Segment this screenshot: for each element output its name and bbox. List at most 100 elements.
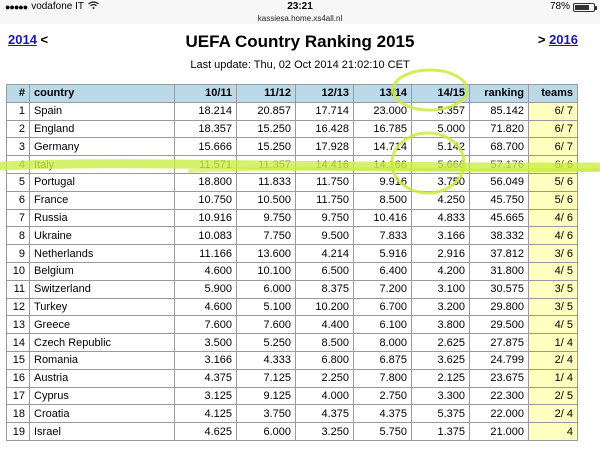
season-1112-cell: 9.125 — [236, 386, 296, 406]
rank-cell: 12 — [6, 297, 30, 317]
season-1314-cell: 14.714 — [353, 137, 412, 157]
season-1415-cell: 5.000 — [411, 119, 470, 139]
next-arrow: > — [537, 32, 546, 47]
season-1415-cell: 4.833 — [411, 208, 470, 228]
season-1011-cell: 3.166 — [174, 350, 237, 370]
next-year-nav: > 2016 — [538, 32, 578, 47]
season-1314-cell: 6.400 — [353, 261, 412, 281]
season-1011-cell: 11.166 — [174, 244, 237, 263]
country-cell: Croatia — [29, 404, 175, 424]
season-1112-cell: 3.750 — [236, 404, 296, 424]
season-1112-cell: 15.250 — [236, 119, 296, 139]
page-header: 2014 < UEFA Country Ranking 2015 > 2016 … — [0, 24, 600, 74]
teams-cell: 4/ 6 — [528, 226, 578, 246]
season-1415-cell: 5.666 — [411, 155, 470, 174]
season-1415-cell: 4.200 — [411, 261, 470, 281]
country-cell: France — [29, 190, 175, 210]
url-bar[interactable]: kassiesa.home.xs4all.nl — [0, 14, 600, 24]
teams-cell: 3/ 6 — [528, 244, 578, 263]
teams-cell: 4/ 5 — [528, 261, 578, 281]
teams-cell: 5/ 6 — [528, 172, 578, 192]
country-cell: Austria — [29, 368, 175, 388]
ranking-table: # country 10/11 11/12 12/13 13/14 14/15 ranking… — [6, 84, 578, 441]
season-1112-cell: 7.125 — [236, 368, 296, 388]
status-right: 78% — [549, 0, 597, 14]
season-1011-cell: 4.625 — [174, 422, 237, 441]
ranking-cell: 45.665 — [469, 208, 529, 228]
teams-cell: 2/ 4 — [528, 350, 578, 370]
rank-cell: 15 — [6, 350, 30, 370]
prev-year-link[interactable]: 2014 — [8, 32, 37, 47]
season-1314-cell: 6.700 — [353, 297, 412, 317]
season-1011-cell: 10.750 — [174, 190, 237, 210]
season-1112-cell: 5.100 — [236, 297, 296, 317]
season-1415-cell: 1.375 — [411, 422, 470, 441]
header-season-col: 10/11 — [174, 84, 237, 103]
season-1213-cell: 14.416 — [295, 155, 354, 174]
season-1314-cell: 7.833 — [353, 226, 412, 246]
season-1112-cell: 6.000 — [236, 279, 296, 299]
country-cell: Greece — [29, 315, 175, 335]
ranking-cell: 45.750 — [469, 190, 529, 210]
ranking-cell: 71.820 — [469, 119, 529, 139]
rank-cell: 6 — [6, 190, 30, 210]
teams-cell: 2/ 4 — [528, 404, 578, 424]
header-rank: # — [6, 84, 30, 103]
ranking-cell: 68.700 — [469, 137, 529, 157]
season-1415-cell: 3.200 — [411, 297, 470, 317]
season-1011-cell: 18.800 — [174, 172, 237, 192]
ranking-cell: 23.675 — [469, 368, 529, 388]
season-1314-cell: 7.800 — [353, 368, 412, 388]
next-year-link[interactable]: 2016 — [549, 32, 578, 47]
season-1213-cell: 4.214 — [295, 244, 354, 263]
season-1112-cell: 13.600 — [236, 244, 296, 263]
battery-percent: 78% — [549, 1, 570, 12]
prev-year-nav: 2014 < — [8, 32, 48, 47]
header-country: country — [29, 84, 175, 103]
signal-icon: ●●●●● — [5, 2, 28, 12]
status-bar: ●●●●● vodafone IT 23:21 78% — [0, 0, 600, 14]
rank-cell: 3 — [6, 137, 30, 157]
season-1314-cell: 4.375 — [353, 404, 412, 424]
wifi-icon — [88, 0, 99, 14]
season-1112-cell: 10.500 — [236, 190, 296, 210]
season-1415-cell: 5.142 — [411, 137, 470, 157]
season-1213-cell: 16.428 — [295, 119, 354, 139]
teams-cell: 2/ 5 — [528, 386, 578, 406]
country-cell: Spain — [29, 101, 175, 121]
country-cell: Czech Republic — [29, 333, 175, 352]
teams-cell: 3/ 5 — [528, 279, 578, 299]
prev-arrow: < — [40, 32, 49, 47]
rank-cell: 14 — [6, 333, 30, 352]
season-1213-cell: 2.250 — [295, 368, 354, 388]
season-1314-cell: 16.785 — [353, 119, 412, 139]
season-1213-cell: 9.750 — [295, 208, 354, 228]
country-cell: Italy — [29, 155, 175, 174]
season-1011-cell: 10.916 — [174, 208, 237, 228]
season-1011-cell: 11.571 — [174, 155, 237, 174]
table-body: 1 Spain 18.214 20.857 17.714 23.000 5.357 85.14… — [6, 101, 578, 441]
header-season-col: ranking — [469, 84, 529, 103]
status-left: ●●●●● vodafone IT — [5, 0, 99, 14]
ranking-cell: 37.812 — [469, 244, 529, 263]
rank-cell: 4 — [6, 155, 30, 174]
country-cell: Switzerland — [29, 279, 175, 299]
rank-cell: 19 — [6, 422, 30, 441]
season-1011-cell: 3.125 — [174, 386, 237, 406]
season-1213-cell: 4.000 — [295, 386, 354, 406]
country-cell: Portugal — [29, 172, 175, 192]
season-1011-cell: 15.666 — [174, 137, 237, 157]
table-row: 3 Germany 15.666 15.250 17.928 14.714 5.142 68.… — [6, 137, 578, 157]
ranking-cell: 56.049 — [469, 172, 529, 192]
table-row: 7 Russia 10.916 9.750 9.750 10.416 4.833 45.665… — [6, 208, 578, 228]
teams-cell: 5/ 6 — [528, 190, 578, 210]
season-1314-cell: 7.200 — [353, 279, 412, 299]
season-1213-cell: 4.375 — [295, 404, 354, 424]
country-cell: Turkey — [29, 297, 175, 317]
rank-cell: 1 — [6, 101, 30, 121]
season-1213-cell: 11.750 — [295, 172, 354, 192]
season-1314-cell: 14.166 — [353, 155, 412, 174]
table-row: 18 Croatia 4.125 3.750 4.375 4.375 5.375 22.000… — [6, 404, 578, 424]
battery-icon — [573, 2, 597, 12]
season-1112-cell: 6.000 — [236, 422, 296, 441]
